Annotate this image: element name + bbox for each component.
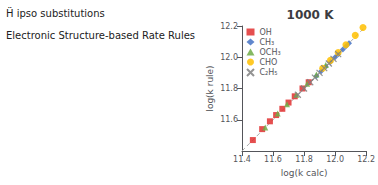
svg-text:12.0: 12.0: [326, 155, 344, 164]
svg-text:12.2: 12.2: [357, 155, 375, 164]
svg-text:12.2: 12.2: [220, 22, 238, 31]
svg-text:OH: OH: [260, 28, 272, 37]
svg-text:11.6: 11.6: [264, 155, 282, 164]
svg-text:log(k calc): log(k calc): [281, 168, 328, 178]
svg-text:11.8: 11.8: [295, 155, 313, 164]
svg-text:Electronic Structure-based Rat: Electronic Structure-based Rate Rules: [6, 30, 195, 41]
svg-text:CH₃: CH₃: [260, 38, 275, 47]
svg-text:11.4: 11.4: [233, 155, 251, 164]
svg-text:CHO: CHO: [260, 58, 278, 67]
svg-text:1000 K: 1000 K: [287, 8, 335, 22]
svg-text:Ḧ ipso substitutions: Ḧ ipso substitutions: [6, 7, 105, 19]
svg-text:11.8: 11.8: [220, 84, 238, 93]
svg-text:C₂H₅: C₂H₅: [260, 68, 278, 77]
svg-text:11.6: 11.6: [220, 115, 238, 124]
svg-text:OCH₃: OCH₃: [260, 48, 281, 57]
svg-text:12.0: 12.0: [220, 53, 238, 62]
svg-text:log(k rule): log(k rule): [205, 65, 215, 111]
